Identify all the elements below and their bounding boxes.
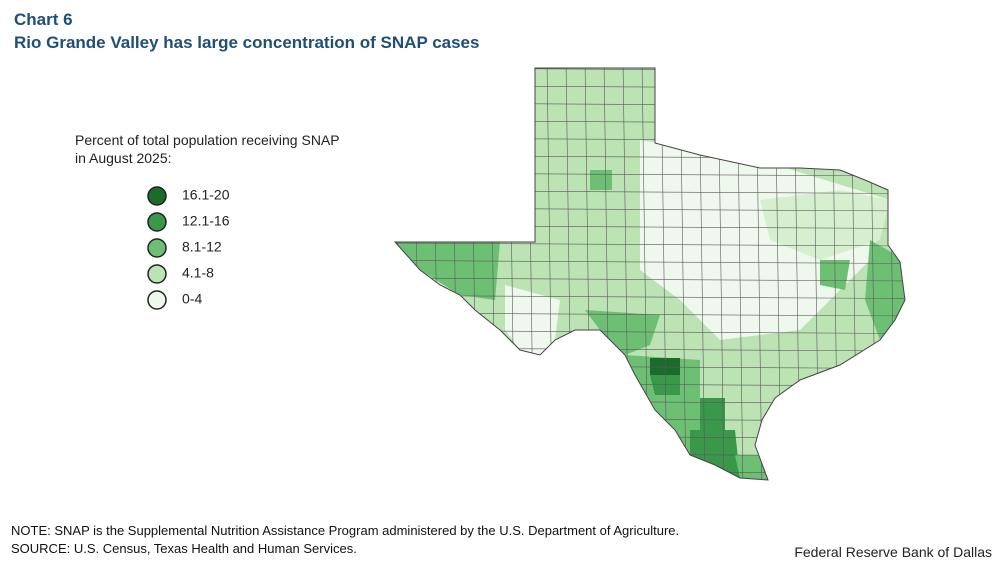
legend-swatch bbox=[147, 264, 167, 284]
county-border bbox=[395, 417, 905, 422]
county-border bbox=[908, 60, 914, 490]
county-fill bbox=[735, 455, 770, 480]
county-fill bbox=[650, 375, 680, 395]
county-border bbox=[395, 277, 905, 282]
legend-label: 4.1-8 bbox=[182, 265, 214, 281]
legend-title-line: in August 2025: bbox=[75, 150, 172, 166]
legend-swatch bbox=[147, 238, 167, 258]
county-border bbox=[395, 242, 905, 247]
legend-title: Percent of total population receiving SN… bbox=[75, 131, 340, 167]
map: 16.1-20 12.1-16 8.1-12 4.1-8 0-4 bbox=[147, 60, 914, 491]
county-border bbox=[395, 68, 402, 480]
county-border bbox=[413, 68, 421, 480]
county-border bbox=[395, 435, 905, 439]
legend-swatch bbox=[147, 186, 167, 206]
source: SOURCE: U.S. Census, Texas Health and Hu… bbox=[11, 541, 357, 556]
legend-label: 12.1-16 bbox=[182, 213, 230, 229]
county-fill bbox=[760, 190, 890, 260]
county-border bbox=[395, 260, 905, 264]
legend-label: 8.1-12 bbox=[182, 239, 222, 255]
chart-label: Chart 6 bbox=[14, 10, 73, 29]
county-border bbox=[395, 452, 905, 457]
texas-counties bbox=[390, 60, 914, 491]
legend-swatch bbox=[147, 212, 167, 232]
county-border bbox=[390, 488, 910, 491]
county-fill bbox=[585, 310, 660, 355]
county-fill bbox=[700, 398, 725, 430]
chart-title: Rio Grande Valley has large concentratio… bbox=[14, 33, 480, 52]
county-border bbox=[395, 470, 905, 474]
county-fill bbox=[505, 285, 560, 355]
county-fill bbox=[590, 170, 612, 190]
county-fill bbox=[865, 240, 905, 340]
legend: 16.1-20 12.1-16 8.1-12 4.1-8 0-4 bbox=[147, 186, 230, 310]
county-border bbox=[395, 295, 905, 299]
credit: Federal Reserve Bank of Dallas bbox=[794, 544, 992, 560]
note: NOTE: SNAP is the Supplemental Nutrition… bbox=[11, 523, 680, 538]
county-fill bbox=[690, 430, 740, 478]
legend-label: 16.1-20 bbox=[182, 187, 230, 203]
legend-label: 0-4 bbox=[182, 291, 202, 307]
legend-swatch bbox=[147, 290, 167, 310]
legend-title-line: Percent of total population receiving SN… bbox=[75, 132, 340, 148]
county-fill bbox=[395, 242, 500, 300]
texas-outline bbox=[393, 67, 906, 481]
